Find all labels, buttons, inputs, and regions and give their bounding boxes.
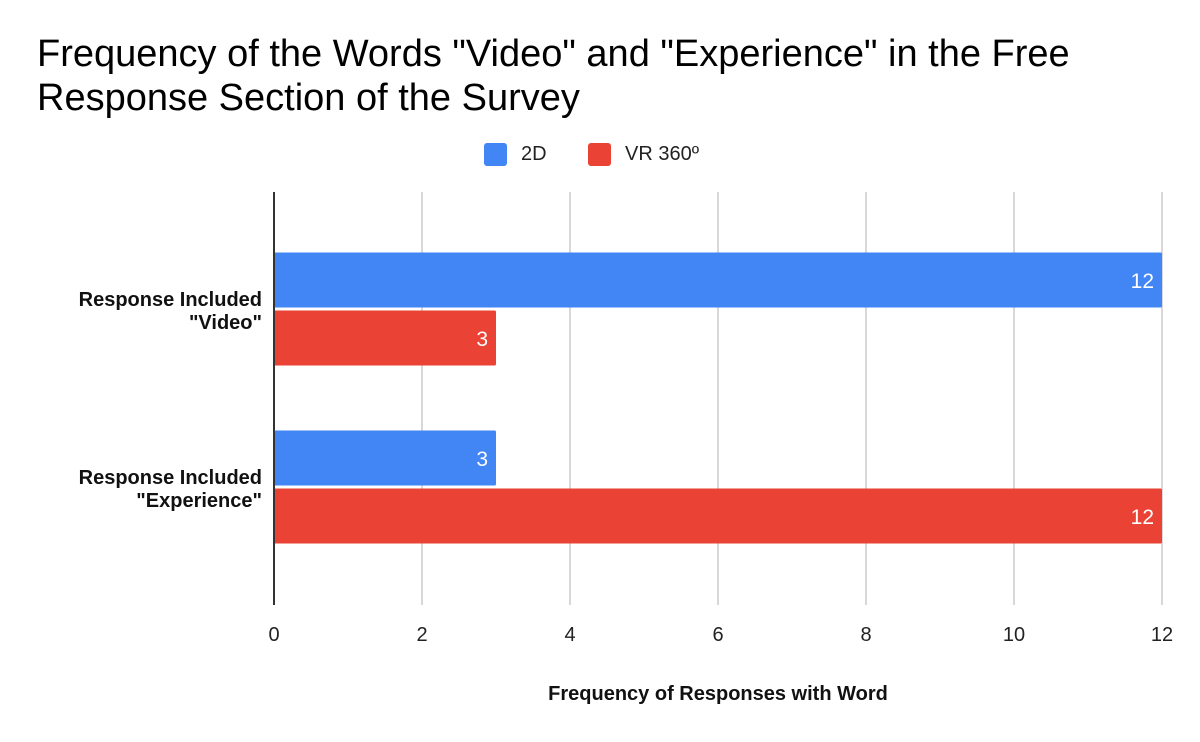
x-tick-label-12: 12 <box>1151 624 1173 646</box>
x-tick-label-0: 0 <box>268 624 279 646</box>
chart-title: Frequency of the Words "Video" and "Expe… <box>37 33 1070 119</box>
category-label-2-line-2: "Experience" <box>136 490 262 512</box>
category-label-1-line-1: Response Included <box>79 289 262 311</box>
category-label-1-line-2: "Video" <box>189 312 262 334</box>
legend-swatch-vr-360 <box>588 143 611 166</box>
bar-vr-360-2[interactable] <box>274 488 1162 544</box>
bar-2d-2[interactable] <box>274 430 496 486</box>
legend-label-vr-360: VR 360º <box>625 143 700 165</box>
bar-vr-360-1[interactable] <box>274 310 496 366</box>
data-label-vr-360-2: 12 <box>1131 506 1154 529</box>
data-label-vr-360-1: 3 <box>476 328 488 351</box>
bar-2d-1[interactable] <box>274 252 1162 308</box>
data-label-2d-2: 3 <box>476 448 488 471</box>
x-tick-label-6: 6 <box>712 624 723 646</box>
legend: 2D VR 360º <box>0 139 1200 169</box>
category-label-2-line-1: Response Included <box>79 467 262 489</box>
x-tick-label-4: 4 <box>564 624 575 646</box>
x-axis-title: Frequency of Responses with Word <box>548 683 888 705</box>
legend-label-2d: 2D <box>521 143 547 165</box>
x-tick-label-8: 8 <box>860 624 871 646</box>
x-tick-label-10: 10 <box>1003 624 1025 646</box>
legend-swatch-2d <box>484 143 507 166</box>
x-tick-label-2: 2 <box>416 624 427 646</box>
data-label-2d-1: 12 <box>1131 270 1154 293</box>
